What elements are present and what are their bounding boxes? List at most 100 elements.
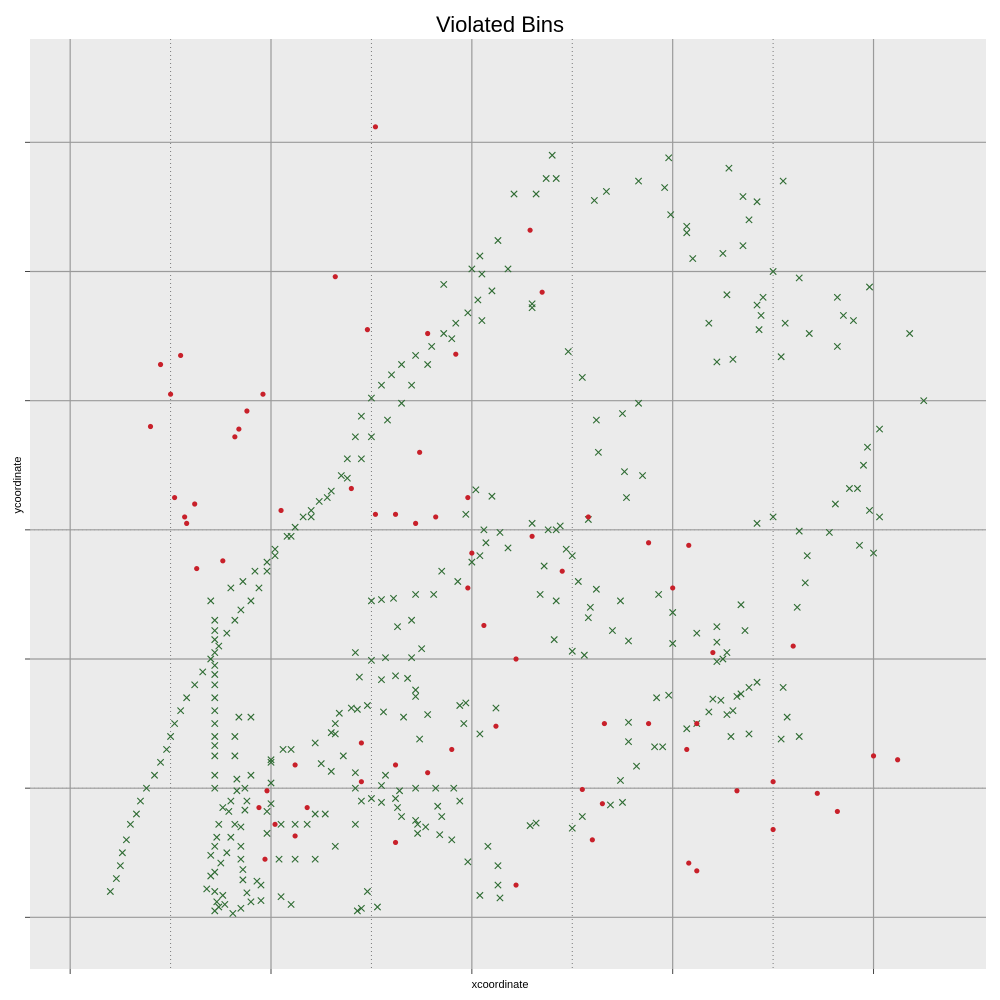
cross-point: [739, 192, 747, 201]
cross-point: [211, 842, 219, 850]
cross-point: [215, 820, 223, 828]
cross-point: [920, 397, 928, 405]
cross-point: [504, 544, 512, 552]
cross-point: [156, 758, 165, 766]
cross-point: [255, 584, 263, 592]
cross-point: [287, 745, 295, 754]
cross-point: [769, 267, 777, 276]
cross-point: [683, 229, 691, 237]
violation-dot: [645, 720, 652, 727]
violation-dot: [453, 351, 459, 357]
cross-point: [311, 739, 319, 747]
cross-point: [367, 433, 376, 441]
cross-point: [713, 638, 721, 646]
cross-point: [126, 820, 135, 828]
cross-point: [753, 301, 761, 309]
cross-point: [221, 900, 229, 909]
cross-point: [211, 752, 219, 760]
cross-point: [592, 416, 600, 424]
violation-dot: [244, 408, 250, 414]
cross-point: [713, 657, 721, 666]
violation-dot: [770, 826, 776, 833]
violation-dot: [710, 649, 716, 656]
cross-point: [653, 694, 661, 702]
violation-dot: [292, 833, 298, 839]
cross-point: [393, 623, 402, 631]
cross-point: [351, 820, 359, 828]
cross-point: [793, 603, 801, 611]
violation-dot: [262, 856, 268, 862]
cross-point: [397, 399, 406, 407]
cross-point: [705, 319, 713, 327]
cross-point: [757, 311, 765, 320]
cross-point: [552, 526, 560, 534]
cross-point: [602, 187, 611, 196]
cross-point: [412, 686, 420, 694]
violation-dot: [236, 426, 242, 432]
cross-point: [231, 820, 239, 828]
cross-point: [397, 360, 406, 369]
cross-point: [428, 342, 436, 351]
cross-point: [693, 629, 701, 637]
cross-point: [412, 692, 420, 701]
cross-point: [339, 752, 347, 760]
x-axis-ticks: [69, 969, 875, 974]
cross-point: [452, 319, 460, 327]
cross-point: [620, 468, 629, 476]
cross-point: [277, 820, 285, 828]
cross-point: [805, 329, 813, 338]
violation-dot: [469, 550, 475, 556]
cross-point: [263, 558, 271, 566]
cross-point: [719, 655, 727, 663]
violation-dot: [686, 542, 692, 548]
cross-point: [616, 776, 625, 785]
cross-point: [594, 448, 602, 456]
violation-dot: [465, 494, 471, 501]
cross-point: [191, 681, 199, 689]
cross-point: [213, 898, 221, 906]
cross-point: [327, 767, 335, 775]
cross-point: [737, 690, 745, 698]
violation-dot: [392, 511, 399, 517]
cross-point: [393, 803, 402, 812]
cross-point: [665, 691, 673, 699]
cross-point: [608, 626, 617, 635]
cross-point: [474, 296, 482, 304]
cross-point: [412, 351, 420, 360]
violation-dot: [481, 622, 487, 629]
cross-point: [408, 381, 416, 389]
cross-point: [307, 506, 315, 515]
cross-point: [355, 673, 363, 681]
violation-dot: [870, 753, 877, 759]
cross-point: [438, 567, 446, 575]
cross-point: [745, 216, 753, 224]
cross-point: [343, 474, 351, 482]
cross-point: [853, 484, 862, 493]
cross-point: [875, 513, 884, 521]
cross-point: [263, 567, 271, 575]
cross-point: [488, 492, 496, 500]
cross-point: [568, 552, 576, 560]
cross-point: [263, 807, 271, 816]
cross-point: [247, 771, 255, 779]
cross-point: [327, 487, 335, 495]
cross-point: [241, 784, 249, 792]
violation-dot: [527, 227, 533, 233]
cross-point: [476, 252, 484, 260]
violation-dot: [579, 786, 585, 793]
cross-point: [239, 577, 247, 586]
cross-point: [709, 695, 717, 703]
cross-point: [568, 824, 576, 832]
cross-point: [211, 626, 219, 635]
cross-point: [412, 590, 420, 599]
cross-point: [211, 741, 219, 750]
cross-point: [781, 319, 789, 327]
cross-point: [279, 745, 287, 754]
cross-point: [717, 696, 725, 704]
cross-point: [438, 812, 446, 821]
cross-point: [357, 797, 365, 805]
cross-point: [217, 859, 225, 867]
cross-point: [116, 862, 124, 870]
major-grid: [30, 39, 986, 969]
cross-point: [532, 190, 540, 198]
